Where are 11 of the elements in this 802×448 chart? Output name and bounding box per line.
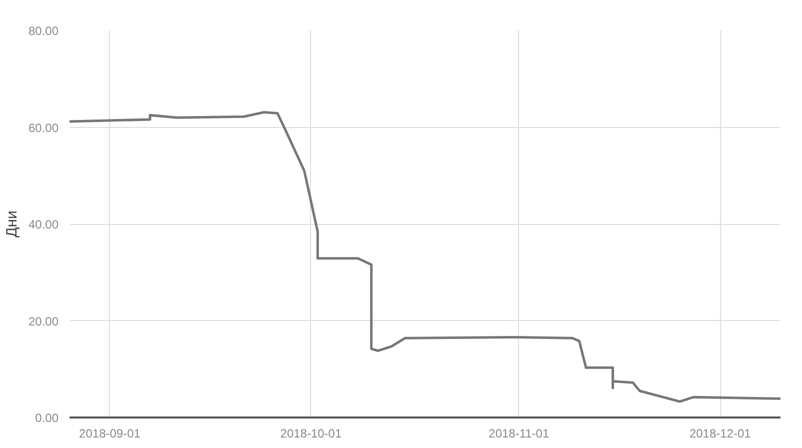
- y-tick-label: 20.00: [28, 314, 59, 328]
- y-axis-title: Дни: [3, 210, 20, 238]
- x-tick-label: 2018-12-01: [689, 426, 752, 440]
- y-tick-label: 40.00: [28, 218, 59, 232]
- y-tick-label: 0.00: [35, 411, 59, 425]
- y-tick-label: 80.00: [28, 24, 59, 38]
- x-tick-label: 2018-11-01: [488, 426, 550, 440]
- y-tick-label: 60.00: [28, 120, 59, 135]
- x-tick-label: 2018-10-01: [280, 426, 342, 440]
- x-tick-label: 2018-09-01: [79, 426, 141, 440]
- line-series: [70, 111, 780, 403]
